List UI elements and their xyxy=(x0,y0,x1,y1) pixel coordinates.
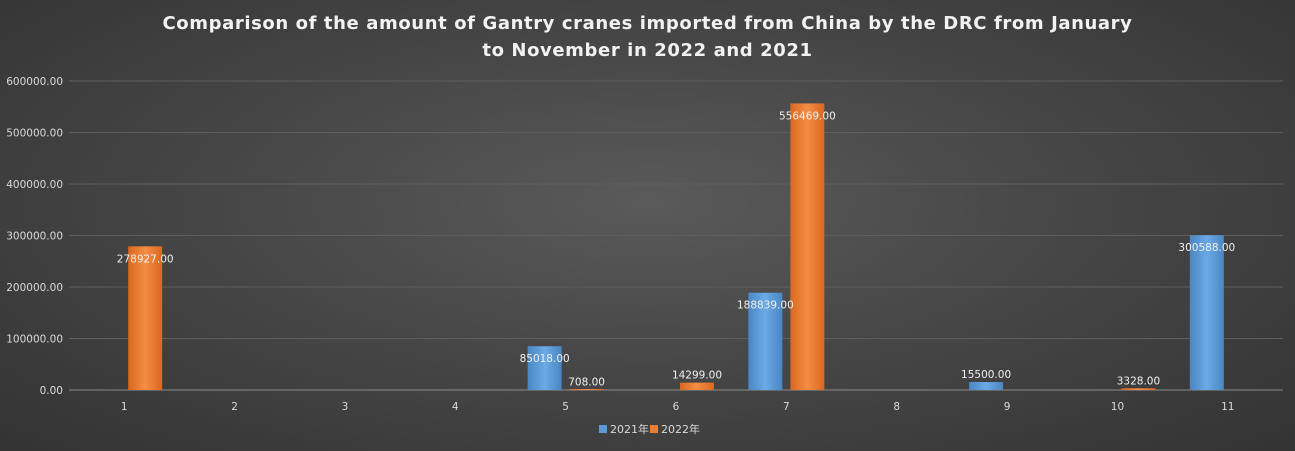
y-tick-label: 400000.00 xyxy=(6,179,63,191)
x-tick-label: 1 xyxy=(121,401,128,413)
bar-series-2021 xyxy=(527,346,562,390)
x-axis: 1 2 3 4 5 6 7 8 9 10 11 xyxy=(121,401,1235,413)
bar-series-2022 xyxy=(680,382,714,390)
x-tick-label: 3 xyxy=(342,401,349,413)
data-labels: 85018.00 188839.00 15500.00 300588.00 278927… xyxy=(117,110,1235,388)
y-tick-label: 0.00 xyxy=(40,385,63,397)
data-label: 556469.00 xyxy=(779,110,836,122)
y-tick-label: 300000.00 xyxy=(6,231,63,243)
x-tick-label: 8 xyxy=(893,401,900,413)
data-label: 300588.00 xyxy=(1178,242,1235,254)
data-label: 708.00 xyxy=(568,377,605,389)
x-tick-label: 5 xyxy=(562,401,569,413)
bar-series-2021 xyxy=(748,292,783,390)
chart-title: Comparison of the amount of Gantry crane… xyxy=(162,13,1133,61)
bar-series-2021 xyxy=(1189,235,1224,390)
data-label: 188839.00 xyxy=(737,300,794,312)
bar-series-2022 xyxy=(790,103,825,391)
bar-series-2022 xyxy=(128,246,163,390)
x-tick-label: 4 xyxy=(452,401,459,413)
y-tick-label: 200000.00 xyxy=(6,282,63,294)
legend-swatch xyxy=(650,425,658,433)
x-tick-label: 9 xyxy=(1004,401,1011,413)
gridlines xyxy=(69,80,1283,391)
x-tick-label: 6 xyxy=(673,401,680,413)
x-tick-label: 7 xyxy=(783,401,790,413)
x-tick-label: 2 xyxy=(231,401,238,413)
bars xyxy=(128,103,1224,391)
bar-series-2021 xyxy=(969,382,1004,390)
bar-series-2022 xyxy=(569,389,604,390)
bar-series-2022 xyxy=(1121,388,1156,390)
y-tick-label: 600000.00 xyxy=(6,76,63,88)
data-label: 3328.00 xyxy=(1117,375,1160,387)
data-label: 85018.00 xyxy=(520,353,570,365)
data-label: 278927.00 xyxy=(117,253,174,265)
y-axis: 0.00 100000.00 200000.00 300000.00 400000.00… xyxy=(6,76,63,397)
y-tick-label: 500000.00 xyxy=(6,128,63,140)
data-label: 14299.00 xyxy=(672,370,722,382)
x-tick-label: 10 xyxy=(1111,401,1124,413)
legend-swatch xyxy=(599,425,607,433)
data-label: 15500.00 xyxy=(961,369,1011,381)
legend: 2021年 2022年 xyxy=(599,422,700,436)
legend-label: 2021年 xyxy=(610,422,649,436)
y-tick-label: 100000.00 xyxy=(6,334,63,346)
legend-label: 2022年 xyxy=(661,422,700,436)
x-tick-label: 11 xyxy=(1221,401,1234,413)
